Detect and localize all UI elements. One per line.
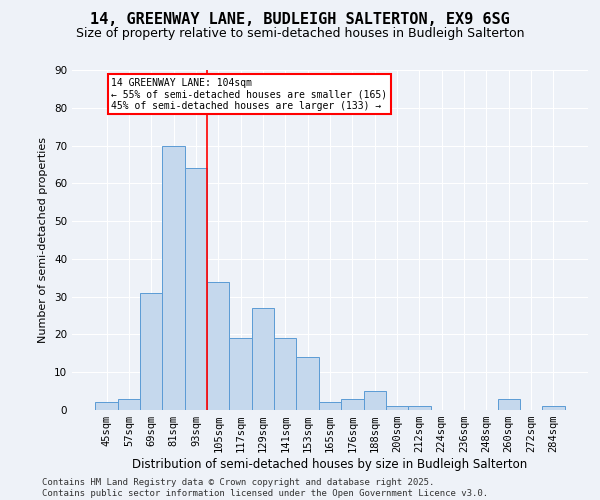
Bar	[185, 168, 207, 410]
Bar	[95, 402, 118, 410]
Text: 14, GREENWAY LANE, BUDLEIGH SALTERTON, EX9 6SG: 14, GREENWAY LANE, BUDLEIGH SALTERTON, E…	[90, 12, 510, 28]
X-axis label: Distribution of semi-detached houses by size in Budleigh Salterton: Distribution of semi-detached houses by …	[133, 458, 527, 471]
Bar	[386, 406, 408, 410]
Bar	[296, 357, 319, 410]
Bar	[341, 398, 364, 410]
Bar	[408, 406, 431, 410]
Bar	[497, 398, 520, 410]
Y-axis label: Number of semi-detached properties: Number of semi-detached properties	[38, 137, 49, 343]
Bar	[229, 338, 252, 410]
Bar	[163, 146, 185, 410]
Bar	[542, 406, 565, 410]
Bar	[274, 338, 296, 410]
Bar	[207, 282, 229, 410]
Text: Size of property relative to semi-detached houses in Budleigh Salterton: Size of property relative to semi-detach…	[76, 28, 524, 40]
Text: 14 GREENWAY LANE: 104sqm
← 55% of semi-detached houses are smaller (165)
45% of : 14 GREENWAY LANE: 104sqm ← 55% of semi-d…	[111, 78, 387, 111]
Bar	[252, 308, 274, 410]
Bar	[364, 391, 386, 410]
Text: Contains HM Land Registry data © Crown copyright and database right 2025.
Contai: Contains HM Land Registry data © Crown c…	[42, 478, 488, 498]
Bar	[140, 293, 163, 410]
Bar	[319, 402, 341, 410]
Bar	[118, 398, 140, 410]
